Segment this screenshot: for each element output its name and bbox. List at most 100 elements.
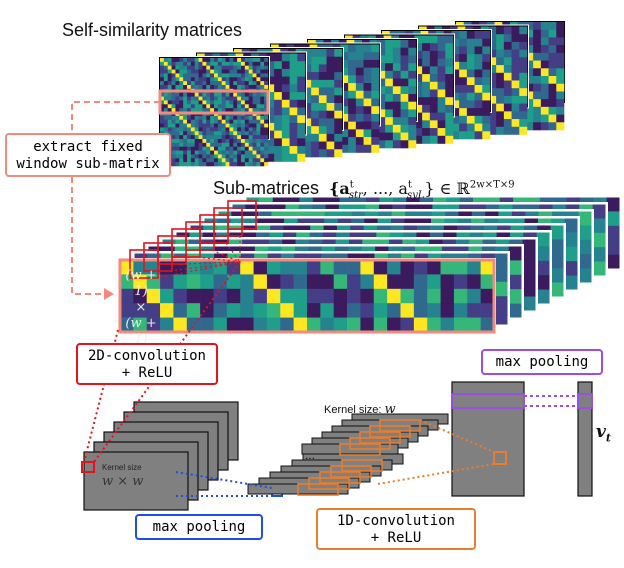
matrix-cell <box>385 140 394 149</box>
matrix-cell <box>217 77 223 82</box>
matrix-cell <box>190 142 196 148</box>
submatrix-cell <box>606 197 621 212</box>
matrix-cell <box>408 94 417 103</box>
matrix-cell <box>256 119 261 124</box>
matrix-cell <box>187 58 192 63</box>
submatrix-cell <box>508 289 523 304</box>
matrix-cell <box>221 119 226 124</box>
matrix-cell <box>474 46 483 55</box>
matrix-cell <box>198 119 203 124</box>
matrix-cell <box>496 49 505 58</box>
matrix-cell <box>206 146 211 151</box>
matrix-cell <box>445 58 454 67</box>
matrix-cell <box>264 65 269 70</box>
extract-label-line2: window sub-matrix <box>16 156 160 172</box>
matrix-cell <box>548 22 557 31</box>
matrix-cell <box>482 46 491 55</box>
matrix-cell <box>540 76 549 85</box>
maxpool1-label: max pooling <box>152 519 246 535</box>
matrix-cell <box>348 90 357 99</box>
submatrix-cell <box>200 260 214 275</box>
matrix-cell <box>237 61 242 67</box>
matrix-cell <box>167 69 172 74</box>
matrix-cell <box>221 154 226 159</box>
matrix-cell <box>260 69 265 74</box>
matrix-cell <box>266 53 275 62</box>
submatrix-cell <box>387 288 401 304</box>
matrix-cell <box>385 124 394 133</box>
submatrix-cell <box>480 260 495 275</box>
matrix-cell <box>260 108 265 113</box>
matrix-cell <box>244 104 250 109</box>
matrix-cell <box>183 104 188 109</box>
matrix-cell <box>260 154 265 159</box>
matrix-cell <box>252 73 257 78</box>
matrix-cell <box>466 77 475 86</box>
matrix-cell <box>217 92 223 97</box>
matrix-cell <box>519 65 528 74</box>
extract-label-line1: extract fixed <box>33 139 143 155</box>
matrix-cell <box>214 119 219 124</box>
matrix-cell <box>260 61 265 67</box>
matrix-cell <box>183 142 188 148</box>
matrix-cell <box>459 54 468 63</box>
matrix-cell <box>163 104 169 109</box>
matrix-cell <box>318 49 327 58</box>
submatrix-cell <box>564 275 579 291</box>
matrix-cell <box>248 61 253 67</box>
matrix-cell <box>244 131 250 136</box>
matrix-cell <box>225 100 230 105</box>
output-vector <box>577 381 593 497</box>
matrix-cell <box>466 85 475 94</box>
submatrix-cell <box>453 260 468 275</box>
matrix-cell <box>311 110 320 119</box>
matrix-cell <box>198 150 203 155</box>
matrix-cell <box>206 104 211 109</box>
matrix-cell <box>198 127 203 132</box>
matrix-cell <box>474 31 483 40</box>
submatrix-cell <box>578 225 593 241</box>
submatrix-cell <box>373 317 388 333</box>
matrix-cell <box>187 127 192 132</box>
matrix-cell <box>187 123 192 128</box>
matrix-cell <box>408 78 417 87</box>
submatrix-cell <box>413 274 428 290</box>
matrix-cell <box>248 77 253 82</box>
matrix-cell <box>256 123 261 128</box>
submatrix-cell <box>266 317 281 333</box>
submatrix-cell <box>186 274 201 290</box>
matrix-cell <box>488 65 497 74</box>
submatrix-cell <box>400 303 415 318</box>
matrix-cell <box>400 101 409 110</box>
matrix-cell <box>171 108 176 113</box>
submatrix-cell <box>550 282 565 298</box>
matrix-cell <box>241 154 246 159</box>
matrix-cell <box>445 135 454 144</box>
matrix-cell <box>340 59 349 68</box>
submatrix-cell <box>453 274 468 290</box>
set-sub2: syL <box>406 190 425 202</box>
matrix-cell <box>533 60 542 69</box>
matrix-cell <box>488 111 497 120</box>
matrix-cell <box>225 104 230 109</box>
matrix-cell <box>371 90 380 99</box>
matrix-cell <box>363 137 372 146</box>
matrix-cell <box>202 135 207 140</box>
matrix-cell <box>210 142 215 148</box>
matrix-cell <box>466 131 475 140</box>
matrix-cell <box>175 77 180 82</box>
matrix-cell <box>326 87 335 96</box>
matrix-cell <box>429 135 438 144</box>
matrix-cell <box>214 154 219 159</box>
matrix-cell <box>556 83 565 92</box>
matrix-cell <box>363 52 372 61</box>
matrix-cell <box>221 108 226 113</box>
submatrix-cell <box>253 303 268 318</box>
matrix-cell <box>525 83 534 92</box>
matrix-cell <box>371 83 380 92</box>
matrix-cell <box>482 38 491 47</box>
matrix-cell <box>385 63 394 72</box>
matrix-cell <box>217 119 223 124</box>
matrix-cell <box>256 162 261 167</box>
